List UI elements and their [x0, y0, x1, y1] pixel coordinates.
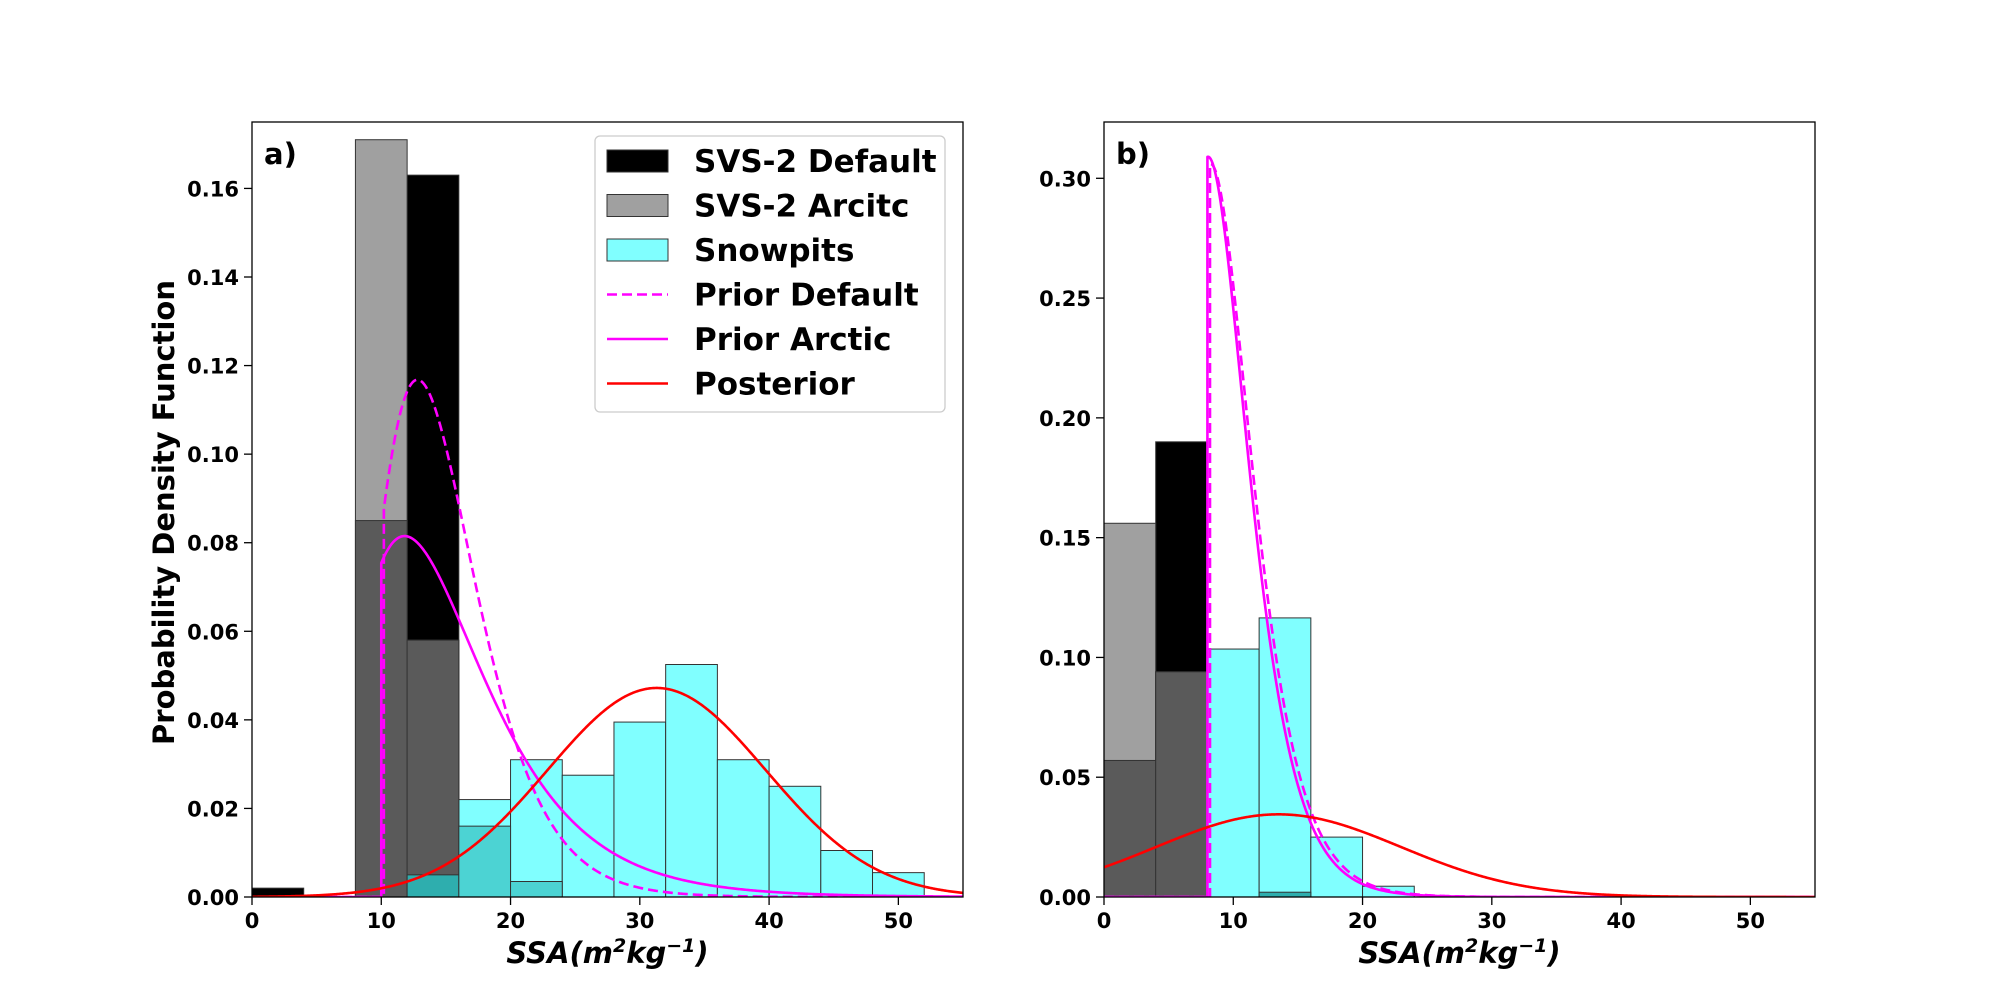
legend-label: Prior Default — [694, 278, 919, 314]
x-tick-label: 0 — [245, 909, 260, 933]
hist-bar-snowpits-7 — [768, 785, 822, 897]
x-tick-label: 20 — [1348, 909, 1377, 933]
legend-label: Snowpits — [694, 233, 854, 269]
legend-swatch — [606, 194, 669, 217]
y-tick-label: 0.06 — [187, 620, 239, 644]
plot-area — [1104, 155, 1815, 897]
x-tick-label: 50 — [884, 909, 913, 933]
hist-bar-snowpits-4 — [613, 721, 667, 897]
hist-overlap-3-0 — [510, 881, 563, 897]
panel-label: b) — [1116, 137, 1150, 171]
x-tick-label: 10 — [367, 909, 396, 933]
panel-b: 0 10 20 30 40 50 0.00 0.05 0.10 0.15 0.20 0.25 0.30 b… — [1039, 121, 1816, 970]
hist-bar-snowpits-1 — [1258, 617, 1312, 897]
y-tick-label: 0.05 — [1039, 766, 1091, 790]
legend-label: SVS-2 Arcitc — [694, 189, 909, 225]
y-tick-label: 0.25 — [1039, 287, 1091, 311]
y-tick-label: 0.04 — [187, 709, 239, 733]
y-tick-label: 0.10 — [1039, 646, 1091, 670]
y-tick-label: 0.00 — [187, 886, 239, 910]
y-tick-label: 0.16 — [187, 177, 239, 201]
x-tick-label: 20 — [496, 909, 525, 933]
hist-overlap-1-0 — [1258, 891, 1312, 897]
plot-area — [252, 139, 963, 897]
y-tick-label: 0.12 — [187, 355, 239, 379]
y-axis-label: Probability Density Function — [147, 280, 181, 745]
legend-swatch — [606, 238, 669, 262]
x-axis-label: SSA(m2kg−1) — [506, 935, 708, 970]
hist-overlap-0-0 — [1104, 759, 1157, 897]
legend-label: SVS-2 Default — [694, 144, 937, 180]
plot-frame — [251, 121, 964, 898]
x-tick-label: 40 — [754, 909, 783, 933]
x-tick-label: 40 — [1606, 909, 1635, 933]
y-tick-label: 0.30 — [1039, 167, 1091, 191]
panel-label: a) — [264, 137, 297, 171]
y-tick-label: 0.14 — [187, 266, 239, 290]
curve-prior-arctic — [252, 534, 963, 897]
hist-overlap-0-1 — [406, 639, 460, 897]
legend: SVS-2 Default SVS-2 Arcitc Snowpits Prior D… — [594, 135, 946, 413]
y-tick-label: 0.10 — [187, 443, 239, 467]
x-axis-label: SSA(m2kg−1) — [1358, 935, 1560, 970]
panel-a: 0 10 20 30 40 50 0.00 0.02 0.04 0.06 0.08 0.10 0.12 0… — [147, 121, 964, 970]
x-tick-label: 10 — [1219, 909, 1248, 933]
y-tick-label: 0.08 — [187, 532, 239, 556]
legend-label: Prior Arctic — [694, 322, 892, 358]
y-tick-label: 0.02 — [187, 797, 239, 821]
legend-swatch — [606, 149, 669, 173]
y-tick-label: 0.00 — [1039, 886, 1091, 910]
x-tick-label: 30 — [625, 909, 654, 933]
legend-label: Posterior — [694, 367, 856, 403]
hist-bar-snowpits-6 — [716, 759, 770, 897]
hist-bar-svs-2-default-0 — [252, 887, 305, 897]
plot-frame — [1103, 121, 1816, 898]
x-tick-label: 30 — [1477, 909, 1506, 933]
x-tick-label: 50 — [1736, 909, 1765, 933]
hist-bar-snowpits-8 — [820, 850, 874, 897]
y-tick-label: 0.20 — [1039, 407, 1091, 431]
y-tick-label: 0.15 — [1039, 527, 1091, 551]
curve-prior-default — [1104, 162, 1815, 897]
legend-frame — [594, 135, 946, 413]
hist-bar-snowpits-0 — [1206, 648, 1260, 897]
curve-posterior — [252, 686, 963, 897]
x-tick-label: 0 — [1097, 909, 1112, 933]
hist-bar-snowpits-5 — [665, 664, 718, 897]
hist-overlap-0-1 — [1155, 671, 1208, 897]
